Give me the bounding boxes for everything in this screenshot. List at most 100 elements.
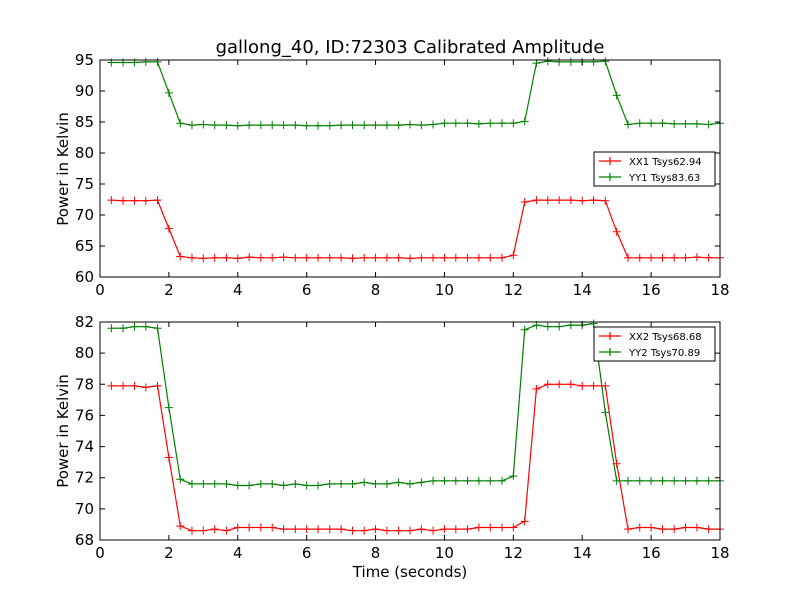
data-point-0-1-48: [658, 119, 667, 128]
y-tick-label-1-0: 68: [75, 531, 94, 549]
plot-frame-0: [99, 59, 721, 278]
data-point-0-1-46: [635, 119, 644, 128]
data-point-0-1-26: [406, 120, 414, 129]
x-tick-label-0-2: 4: [233, 281, 243, 299]
data-point-0-0-4: [153, 196, 162, 205]
data-point-0-1-34: [497, 119, 506, 128]
data-point-1-0-46: [635, 523, 644, 532]
data-point-0-1-42: [589, 57, 598, 66]
data-point-1-0-27: [417, 525, 426, 534]
data-point-0-1-10: [222, 121, 231, 130]
data-point-1-1-28: [429, 476, 438, 485]
data-point-0-0-36: [520, 197, 529, 206]
legend-box-1: [593, 326, 716, 362]
data-point-1-0-31: [463, 525, 472, 534]
data-point-0-0-34: [497, 253, 506, 262]
data-point-0-1-20: [337, 121, 346, 130]
data-point-1-0-15: [279, 525, 288, 534]
data-point-1-0-16: [291, 525, 300, 534]
data-point-1-1-12: [245, 481, 254, 490]
data-point-1-0-23: [371, 525, 380, 534]
data-point-1-0-3: [141, 383, 150, 392]
data-point-1-1-20: [337, 479, 346, 488]
data-point-1-1-6: [176, 475, 185, 484]
x-tick-label-1-7: 14: [573, 544, 592, 562]
data-point-0-0-18: [314, 253, 323, 262]
data-point-0-0-44: [612, 227, 621, 236]
data-point-0-0-8: [199, 254, 208, 263]
data-point-0-1-28: [429, 120, 438, 129]
data-point-1-1-21: [348, 479, 357, 488]
data-point-0-1-38: [543, 57, 552, 66]
data-point-0-1-15: [279, 121, 288, 130]
data-point-0-1-11: [233, 121, 242, 130]
y-tick-label-1-1: 70: [75, 500, 94, 518]
data-point-0-0-52: [704, 253, 713, 262]
data-point-0-0-13: [256, 253, 265, 262]
data-point-1-0-37: [532, 384, 541, 393]
x-tick-label-0-3: 6: [302, 281, 312, 299]
legend-swatch-1-0: [599, 332, 621, 340]
data-point-0-1-17: [302, 121, 311, 130]
data-point-0-1-3: [141, 57, 150, 66]
data-point-1-0-42: [589, 381, 598, 390]
data-point-0-0-45: [624, 253, 633, 262]
data-point-0-1-51: [692, 119, 701, 128]
data-point-1-0-9: [210, 525, 219, 534]
data-point-0-0-42: [589, 196, 598, 205]
data-point-0-0-48: [658, 253, 667, 262]
data-point-1-1-26: [406, 479, 414, 488]
y-tick-label-1-3: 74: [75, 438, 94, 456]
data-point-1-0-45: [624, 525, 633, 534]
bottom-y-axis-label: Power in Kelvin: [54, 374, 72, 488]
y-tick-label-1-5: 78: [75, 375, 94, 393]
data-point-0-1-21: [348, 121, 357, 130]
data-point-1-0-30: [451, 525, 460, 534]
data-point-1-1-3: [141, 322, 150, 331]
data-point-1-1-38: [543, 322, 552, 331]
data-point-0-0-47: [647, 253, 656, 262]
data-point-0-0-43: [601, 196, 610, 205]
legend-label-0-0: XX1 Tsys62.94: [629, 157, 702, 168]
x-tick-label-0-8: 16: [642, 281, 661, 299]
x-tick-label-1-6: 12: [504, 544, 523, 562]
data-point-1-1-35: [509, 472, 518, 481]
data-point-1-1-48: [658, 476, 667, 485]
data-point-0-1-5: [164, 88, 173, 97]
legend-label-1-0: XX2 Tsys68.68: [629, 332, 702, 343]
y-tick-label-0-2: 70: [75, 206, 94, 224]
data-point-1-1-25: [394, 478, 403, 487]
data-point-1-0-48: [658, 525, 667, 534]
data-point-1-1-27: [417, 478, 426, 487]
data-point-1-1-19: [325, 479, 334, 488]
chart-title: gallong_40, ID:72303 Calibrated Amplitud…: [216, 37, 605, 58]
data-point-1-1-18: [314, 481, 323, 490]
data-point-0-1-13: [256, 121, 265, 130]
x-tick-label-0-6: 12: [504, 281, 523, 299]
data-point-1-0-0: [107, 381, 116, 390]
data-point-1-1-8: [199, 479, 208, 488]
x-tick-label-1-8: 16: [642, 544, 661, 562]
data-point-0-0-12: [245, 253, 254, 262]
data-point-0-1-33: [486, 119, 495, 128]
data-point-1-0-38: [543, 380, 552, 389]
data-point-0-1-30: [451, 119, 460, 128]
data-point-0-0-16: [291, 253, 300, 262]
x-tick-label-1-0: 0: [95, 544, 105, 562]
data-point-0-0-49: [670, 253, 679, 262]
data-point-0-0-40: [566, 196, 575, 205]
data-point-0-0-28: [429, 253, 438, 262]
data-point-0-0-6: [176, 252, 185, 261]
data-point-1-0-19: [325, 525, 334, 534]
data-point-1-0-50: [681, 523, 690, 532]
x-tick-label-1-1: 2: [164, 544, 174, 562]
y-tick-label-0-1: 65: [75, 237, 94, 255]
y-tick-label-0-5: 85: [75, 113, 94, 131]
data-point-1-1-7: [187, 479, 196, 488]
data-point-0-0-9: [210, 253, 219, 262]
data-point-1-1-30: [451, 476, 460, 485]
data-point-0-1-43: [601, 57, 610, 66]
y-tick-label-0-0: 60: [75, 268, 94, 286]
data-point-0-1-52: [704, 120, 713, 129]
top-y-axis-label: Power in Kelvin: [54, 112, 72, 226]
